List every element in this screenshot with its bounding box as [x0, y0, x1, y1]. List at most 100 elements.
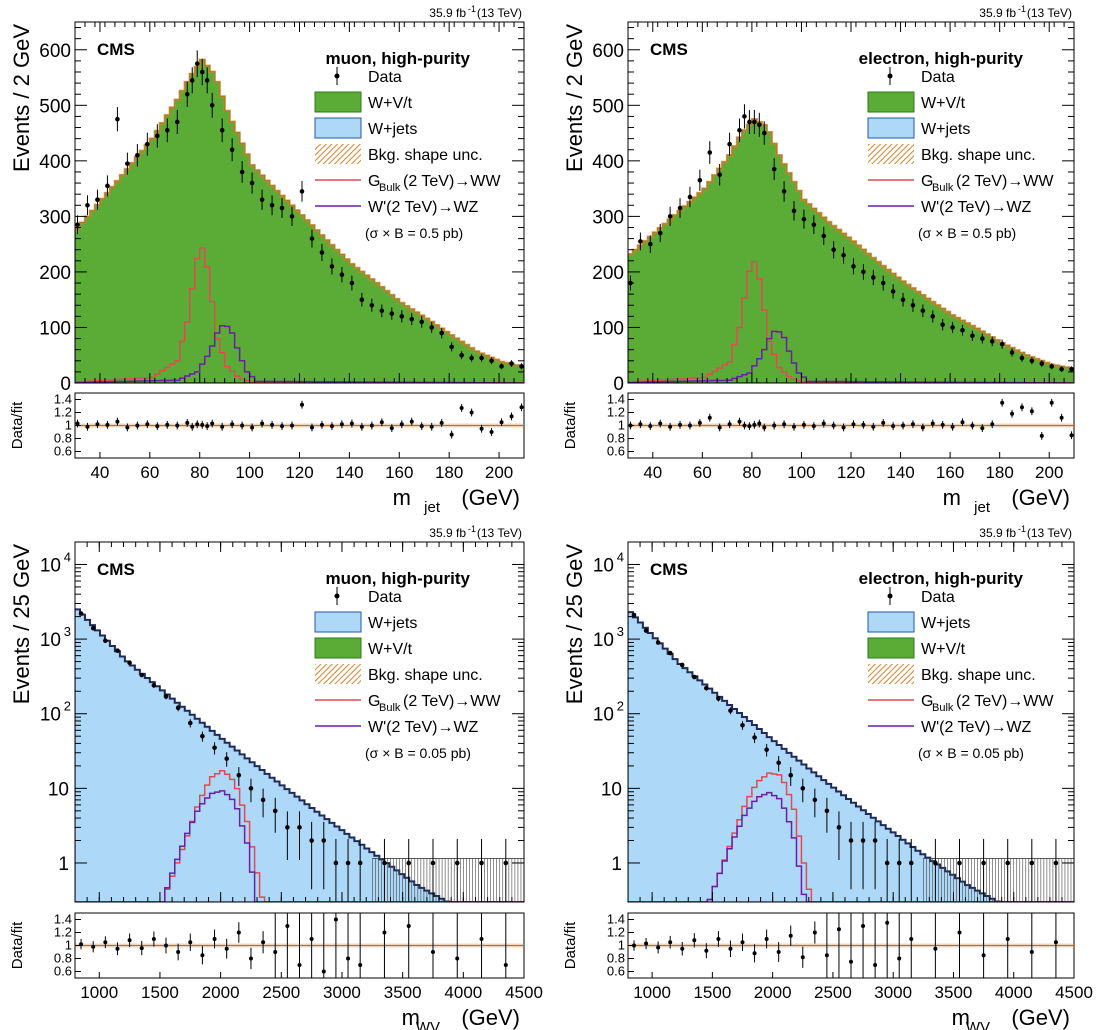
data-marker — [319, 250, 325, 255]
ratio-marker — [240, 423, 245, 428]
ratio-point — [801, 420, 806, 429]
data-marker — [872, 838, 878, 843]
x-tick-label: 180 — [435, 463, 463, 482]
y-tick-label: 10 — [40, 705, 61, 726]
ratio-point — [155, 422, 160, 431]
data-point — [737, 118, 742, 143]
ratio-point — [644, 937, 649, 950]
x-tick-label: 4500 — [1055, 983, 1093, 1002]
ratio-marker — [757, 421, 762, 426]
total-fit-line — [628, 611, 1074, 902]
legend-entry: (σ × B = 0.5 pb) — [918, 225, 1016, 241]
ratio-point — [871, 422, 876, 431]
ratio-marker — [164, 943, 169, 948]
y-tick-label: 400 — [592, 152, 624, 173]
ratio-point — [349, 419, 354, 428]
data-marker — [369, 302, 375, 308]
data-marker — [259, 197, 265, 203]
data-marker — [930, 314, 936, 319]
ratio-point — [1039, 432, 1044, 440]
x-tick-label: 160 — [936, 463, 964, 482]
data-marker — [1029, 358, 1035, 364]
data-point — [781, 181, 787, 202]
x-axis-unit: (GeV) — [461, 485, 520, 510]
data-point — [872, 821, 878, 890]
legend-entry: W+V/t — [314, 637, 413, 659]
data-point — [85, 195, 90, 216]
data-point — [1049, 363, 1054, 370]
ratio-marker — [861, 924, 866, 928]
ratio-axis-label: Data/fit — [562, 921, 579, 969]
data-marker — [145, 141, 150, 147]
data-marker — [861, 269, 866, 275]
ratio-point — [125, 423, 130, 432]
ratio-marker — [439, 420, 444, 425]
data-marker — [747, 119, 752, 125]
ratio-point — [1029, 407, 1034, 416]
ratio-point — [459, 404, 464, 412]
data-point — [333, 838, 339, 902]
data-marker — [812, 797, 818, 803]
ratio-y-tick-label: 0.8 — [54, 431, 72, 446]
ratio-panel: 1.41.210.80.6 Data/fit — [9, 392, 525, 459]
data-point — [175, 704, 181, 712]
ratio-marker — [788, 933, 793, 938]
ratio-marker — [127, 938, 132, 943]
legend-label: W+V/t — [921, 641, 966, 658]
lumi-exponent: -1 — [468, 4, 476, 14]
plot-area — [75, 50, 524, 383]
x-tick-label: 2000 — [754, 983, 792, 1002]
legend-entry: W+jets — [314, 117, 417, 139]
data-points — [631, 612, 1059, 902]
data-marker — [309, 236, 315, 241]
ratio-point — [145, 420, 150, 429]
ratio-point — [841, 423, 846, 432]
data-point — [667, 206, 673, 227]
data-marker — [209, 103, 215, 108]
data-point — [677, 198, 683, 218]
y-axis-label: Events / 25 GeV — [9, 544, 34, 705]
data-point — [430, 838, 436, 902]
data-marker — [499, 364, 504, 369]
y-tick-label: 10 — [40, 630, 61, 651]
ratio-point — [782, 420, 787, 429]
data-marker — [509, 361, 514, 366]
data-marker — [691, 674, 697, 680]
data-point — [503, 838, 509, 902]
ratio-marker — [644, 941, 649, 946]
data-point — [655, 640, 661, 645]
data-point — [127, 660, 132, 666]
data-point — [299, 181, 305, 202]
x-tick-label: 140 — [886, 463, 914, 482]
data-point — [831, 241, 836, 259]
data-marker — [155, 133, 160, 139]
data-marker — [933, 860, 938, 866]
ratio-point — [79, 939, 84, 950]
legend-label-rest: (2 TeV)→WW — [956, 693, 1054, 710]
ratio-point — [489, 428, 494, 436]
legend-label: W'(2 TeV)→WZ — [921, 719, 1032, 736]
ratio-marker — [1069, 433, 1074, 438]
ratio-point — [139, 940, 144, 956]
data-point — [321, 821, 327, 890]
y-tick-label: 0 — [613, 374, 624, 395]
data-point — [836, 811, 842, 861]
data-marker — [679, 662, 685, 668]
legend-entry: (σ × B = 0.05 pb) — [918, 745, 1024, 761]
data-point — [319, 243, 325, 261]
ratio-marker — [309, 937, 314, 941]
ratio-marker — [285, 924, 290, 928]
legend-entry: (σ × B = 0.5 pb) — [365, 225, 463, 241]
data-point — [209, 92, 215, 118]
y-tick-label: 300 — [39, 207, 71, 228]
data-point — [519, 363, 524, 370]
y-axis-ticks: 0 100 200 300 400 500 600 — [39, 27, 524, 395]
ratio-marker — [205, 424, 210, 429]
ratio-point — [299, 400, 304, 409]
x-tick-label: 100 — [787, 463, 815, 482]
data-marker — [950, 325, 955, 330]
ratio-marker — [776, 950, 781, 954]
legend-note: (σ × B = 0.5 pb) — [365, 225, 463, 241]
data-marker — [357, 860, 363, 866]
